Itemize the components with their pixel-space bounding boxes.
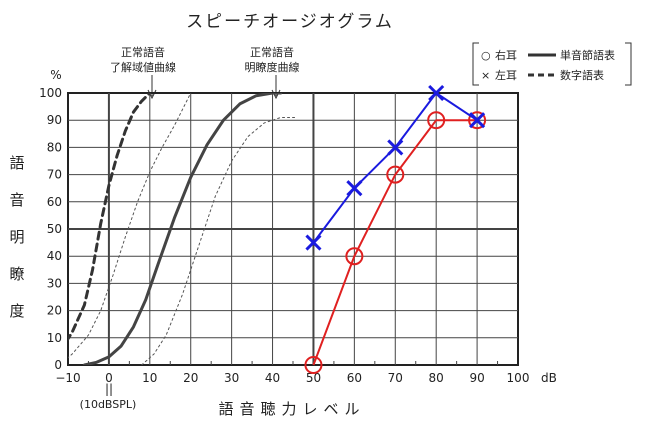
annotation-threshold-line-1: 正常語音 (121, 45, 165, 59)
left-ear-point-stroke (469, 112, 486, 129)
y-unit-label: % (50, 68, 61, 82)
x-tick-label: 50 (306, 371, 321, 385)
legend-monosyllable-label: 単音節語表 (560, 48, 615, 62)
x-unit-label: dB (541, 371, 557, 385)
y-axis-title-char: 度 (9, 302, 30, 320)
chart-title: スピーチオージオグラム (186, 12, 394, 32)
x-tick-label: 100 (507, 371, 530, 385)
annotation-threshold-line-2: 了解域値曲線 (110, 60, 176, 74)
right-ear-point (386, 165, 405, 184)
y-tick-label: 100 (39, 86, 62, 100)
y-tick-label: 10 (47, 331, 62, 345)
x-axis-title: 語音聴力レベル (218, 400, 365, 418)
x-zero-note: (10dBSPL) (80, 398, 137, 411)
left-ear-point-stroke (428, 84, 445, 102)
y-tick-label: 40 (47, 249, 62, 263)
x-tick-labels: −10 0 10 20 30 40 50 60 70 80 90 100 (55, 371, 529, 385)
left-ear-point (469, 112, 486, 129)
x-zero-marker: || (105, 382, 113, 396)
y-axis-title-char: 語 (9, 154, 30, 172)
y-axis-title-char: 明 (9, 228, 30, 246)
y-axis-title-char: 瞭 (9, 265, 30, 283)
left-ear-point (305, 234, 322, 251)
y-tick-labels: 0 10 20 30 40 50 60 70 80 90 100 (39, 86, 62, 372)
y-tick-label: 50 (47, 222, 62, 236)
legend: ○ 右耳 単音節語表 × 左耳 数字語表 (472, 42, 632, 86)
x-tick-label: 90 (469, 371, 484, 385)
grid (67, 92, 519, 366)
left-ear-point (346, 180, 363, 197)
y-tick-label: 90 (47, 113, 62, 127)
x-tick-label: 60 (347, 371, 362, 385)
x-tick-label: 40 (265, 371, 280, 385)
y-tick-label: 70 (47, 168, 62, 182)
legend-number-list-label: 数字語表 (560, 68, 604, 82)
legend-left-ear-label: 左耳 (495, 69, 517, 82)
left-ear-point-stroke (305, 234, 322, 251)
annotation-intelligibility-line-2: 明瞭度曲線 (245, 60, 300, 74)
right-ear-point (427, 111, 446, 130)
right-ear-point (304, 356, 323, 374)
x-tick-label: 20 (183, 371, 198, 385)
y-tick-label: 30 (47, 276, 62, 290)
reference-curves (68, 93, 298, 365)
x-tick-label: −10 (55, 371, 80, 385)
annotation-recognition-threshold: 正常語音 了解域値曲線 (110, 45, 176, 100)
right-ear-point (468, 111, 487, 130)
x-tick-label: 30 (224, 371, 239, 385)
left-ear-point (387, 139, 404, 156)
x-tick-label: 80 (429, 371, 444, 385)
x-tick-label: 70 (388, 371, 403, 385)
x-tick-label: 10 (142, 371, 157, 385)
legend-left-ear-marker: × (481, 69, 490, 82)
y-tick-label: 0 (54, 358, 62, 372)
y-axis-title-char: 音 (9, 191, 30, 209)
legend-right-ear-label: 右耳 (495, 48, 517, 62)
y-tick-label: 20 (47, 304, 62, 318)
y-tick-label: 60 (47, 195, 62, 209)
x-tick-label: 0 (105, 371, 113, 385)
y-tick-label: 80 (47, 140, 62, 154)
left-ear-point-stroke (346, 180, 363, 197)
right-ear-point (345, 247, 364, 266)
reference-curve (68, 93, 192, 359)
reference-curve (68, 93, 152, 342)
series-line (312, 119, 478, 366)
data-series (304, 84, 487, 374)
annotation-intelligibility-curve: 正常語音 明瞭度曲線 (245, 45, 300, 100)
legend-right-ear-marker: ○ (481, 49, 491, 62)
annotation-intelligibility-line-1: 正常語音 (250, 45, 294, 59)
reference-curve (141, 116, 298, 365)
left-ear-point (428, 84, 445, 102)
left-ear-point-stroke (387, 139, 404, 156)
reference-curve (82, 93, 283, 365)
